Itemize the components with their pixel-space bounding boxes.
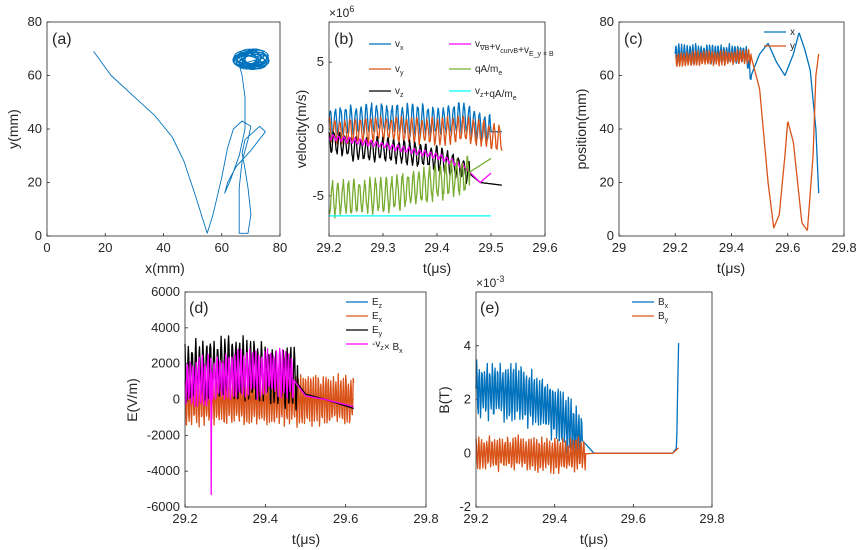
panel-d-xtick-label: 29.8 (413, 511, 438, 526)
panel-e-xtick-label: 29.4 (542, 511, 567, 526)
series-line-b-v-drift (328, 134, 492, 184)
panel-a-ytick-label: 0 (35, 228, 42, 243)
legend-label-B-x: Bx (658, 297, 669, 310)
legend-label--v-z-x-B-x: -vz× Bx (372, 339, 403, 355)
panel-b: 29.2 29.3 29.4 29.5 29.6 -5 0 5 vx vy vz v∇B+vcurvB… (293, 4, 558, 276)
series-line-c-y (674, 48, 820, 231)
panel-d-ytick-label: -4000 (147, 463, 180, 478)
panel-b-ytick-label: -5 (312, 188, 324, 203)
panel-e-ytick-label: 0 (464, 445, 471, 460)
panel-c-ytick-label: 20 (600, 175, 614, 190)
panel-a-ytick-label: 60 (28, 68, 42, 83)
legend-label-y: y (790, 41, 795, 52)
panel-a-ylabel: y(mm) (5, 109, 21, 149)
panel-c-ytick-label: 80 (600, 14, 614, 29)
panel-c-xtick-label: 29.2 (663, 240, 688, 255)
panel-b-ytick-label: 0 (317, 121, 324, 136)
panel-e-ytick-label: 2 (464, 392, 471, 407)
series-line-b-qA-m-e (328, 155, 492, 219)
series-line-e-B-x (475, 343, 680, 459)
series-line-e-B-y (475, 434, 680, 475)
panel-d-ytick-label: 0 (173, 392, 180, 407)
panel-b-ylabel: velocity(m/s) (293, 90, 309, 169)
panel-d: 29.2 29.4 29.6 29.8 -6000 -4000 -2000 0 2000 4000… (124, 284, 439, 547)
panel-e-xtick-label: 29.8 (699, 511, 724, 526)
panel-a-xlabel: x(mm) (145, 260, 185, 276)
panel-b-xtick-label: 29.2 (316, 240, 341, 255)
legend-label-E-z: Ez (372, 297, 383, 310)
panel-e-ytick-label: 4 (464, 338, 471, 353)
panel-c-xtick-label: 29 (612, 240, 626, 255)
series-line-d--v-z-x-B-x (184, 347, 354, 496)
legend-label-v-z: vz (395, 86, 404, 99)
panel-a-ytick-label: 20 (28, 175, 42, 190)
series-line-a-trajectory (93, 48, 270, 234)
legend-label-E-x: Ex (372, 311, 383, 324)
legend-label-x: x (790, 27, 795, 38)
panel-a-xtick-label: 80 (273, 240, 287, 255)
legend-label-qA-m-e: qA/me (475, 64, 502, 77)
legend-label-v-drift: v∇B+vcurvB+vE_y × B (475, 39, 554, 58)
panel-e-xtick-label: 29.6 (621, 511, 646, 526)
panel-d-ytick-label: 2000 (151, 356, 180, 371)
panel-c-ytick-label: 0 (607, 228, 614, 243)
panel-a-label: (a) (52, 31, 72, 48)
legend-label-B-y: By (658, 311, 669, 324)
panel-c-axes-box (618, 21, 845, 237)
panel-e-xlabel: t(μs) (580, 531, 608, 547)
panel-c-xtick-label: 29.4 (719, 240, 744, 255)
legend-label-E-y: Ey (372, 325, 383, 338)
panel-d-xtick-label: 29.2 (172, 511, 197, 526)
panel-a-xtick-label: 40 (156, 240, 170, 255)
panel-b-xtick-label: 29.5 (478, 240, 503, 255)
panel-d-axes-box (184, 291, 427, 508)
panel-c-xtick-label: 29.6 (775, 240, 800, 255)
panel-d-xtick-label: 29.6 (333, 511, 358, 526)
panel-d-ytick-label: 6000 (151, 284, 180, 299)
panel-b-xtick-label: 29.4 (424, 240, 449, 255)
panel-d-ytick-label: -2000 (147, 427, 180, 442)
panel-d-ylabel: E(V/m) (124, 378, 140, 422)
panel-d-xlabel: t(μs) (292, 531, 320, 547)
panel-e-xtick-label: 29.2 (463, 511, 488, 526)
panel-c-xtick-label: 29.8 (831, 240, 856, 255)
panel-a-xtick-label: 60 (215, 240, 229, 255)
panel-c-ytick-label: 40 (600, 121, 614, 136)
panel-a-ytick-label: 80 (28, 14, 42, 29)
panel-c-xlabel: t(μs) (717, 260, 745, 276)
panel-a-ytick-label: 40 (28, 121, 42, 136)
panel-c-label: (c) (624, 31, 643, 48)
panel-a-axes-box (46, 21, 281, 237)
panel-e-multiplier: ×10-3 (476, 274, 504, 290)
panel-d-ytick-label: -6000 (147, 499, 180, 514)
panel-d-ytick-label: 4000 (151, 320, 180, 335)
panel-b-ytick-label: 5 (317, 54, 324, 69)
panel-c-ytick-label: 60 (600, 68, 614, 83)
panel-b-xtick-label: 29.6 (532, 240, 557, 255)
panel-e-ylabel: B(T) (436, 386, 452, 413)
panel-a: 0 20 40 60 80 0 20 40 60 80 (a) x(mm) y(mm) (5, 14, 287, 276)
panel-b-axes-box (328, 21, 546, 237)
panel-b-multiplier: ×106 (329, 4, 354, 20)
panel-b-label: (b) (334, 31, 354, 48)
panel-e-axes-box (475, 291, 713, 508)
panel-a-xtick-label: 20 (98, 240, 112, 255)
panel-b-xtick-label: 29.3 (370, 240, 395, 255)
panel-a-xtick-label: 0 (43, 240, 50, 255)
legend-label-v-x: vx (395, 39, 404, 52)
legend-label-v-z-qA-m-e: vz+qA/me (475, 86, 517, 102)
series-line-b-v-y (328, 115, 503, 151)
panel-c-ylabel: position(mm) (573, 89, 589, 170)
panel-d-xtick-label: 29.4 (253, 511, 278, 526)
series-line-b-v-z (328, 131, 502, 186)
panel-b-xlabel: t(μs) (423, 260, 451, 276)
legend-label-v-y: vy (395, 64, 404, 77)
panel-d-label: (d) (189, 300, 209, 317)
panel-e-ytick-label: -2 (459, 499, 471, 514)
panel-e-label: (e) (480, 300, 500, 317)
